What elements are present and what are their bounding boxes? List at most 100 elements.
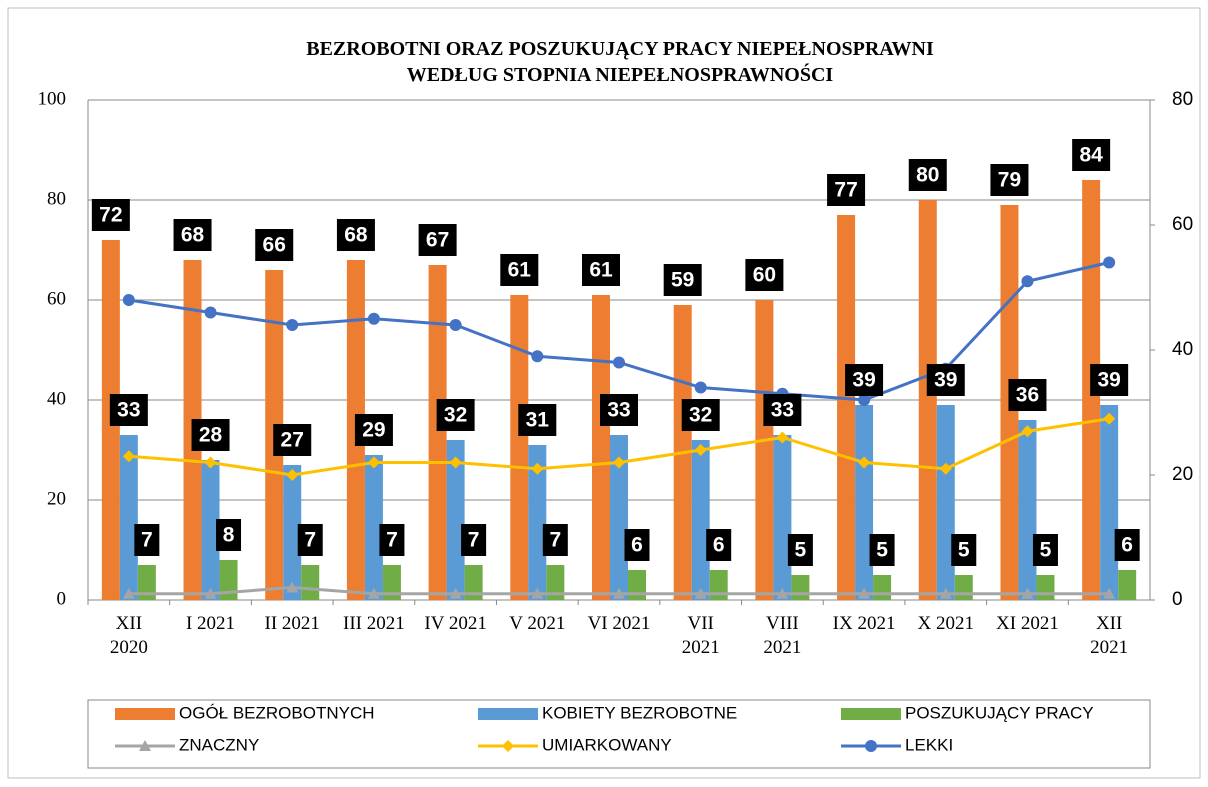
- bar: [219, 560, 238, 600]
- marker: [367, 587, 380, 599]
- bar: [628, 570, 646, 600]
- marker: [1103, 256, 1116, 269]
- bar: [1118, 570, 1137, 600]
- data-label: 5: [958, 539, 970, 562]
- legend-swatch: [841, 708, 901, 720]
- bar: [137, 565, 156, 600]
- legend-label: UMIARKOWANY: [542, 735, 672, 754]
- data-label-box: [255, 229, 294, 261]
- data-label-box: [624, 529, 650, 561]
- data-label: 32: [444, 404, 467, 427]
- data-label-box: [173, 219, 212, 251]
- x-tick-label: XI 2021: [996, 613, 1059, 634]
- marker: [613, 456, 625, 469]
- marker: [1021, 425, 1034, 438]
- data-label-box: [663, 264, 702, 296]
- data-label: 33: [771, 399, 794, 422]
- y2-tick-label: 20: [1172, 464, 1193, 485]
- bar: [382, 565, 401, 600]
- data-label: 6: [713, 534, 725, 557]
- data-label-box: [273, 424, 312, 456]
- data-label: 7: [141, 529, 153, 552]
- marker: [367, 312, 380, 325]
- line-series: [122, 581, 1116, 599]
- x-tick-label: IV 2021: [424, 613, 487, 634]
- data-label: 7: [386, 529, 398, 552]
- bar: [301, 565, 320, 600]
- marker: [939, 587, 952, 599]
- data-label-box: [908, 159, 947, 191]
- y-tick-label: 40: [47, 388, 66, 409]
- data-label-box: [191, 419, 230, 451]
- marker: [502, 740, 514, 752]
- legend-label: ZNACZNY: [179, 735, 259, 754]
- y2-tick-label: 80: [1172, 89, 1193, 110]
- marker: [286, 581, 299, 593]
- data-label-box: [990, 164, 1029, 196]
- data-label-box: [518, 404, 557, 436]
- x-tick-label: VII 2021: [681, 613, 720, 658]
- data-label-box: [418, 224, 457, 256]
- chart-title: BEZROBOTNI ORAZ POSZUKUJĄCY PRACY NIEPEŁ…: [306, 38, 934, 86]
- y2-tick-label: 40: [1172, 339, 1193, 360]
- legend-swatch: [478, 708, 538, 720]
- data-label: 28: [199, 424, 223, 447]
- data-label: 36: [1016, 384, 1039, 407]
- marker: [858, 587, 871, 599]
- line-series: [122, 412, 1116, 481]
- x-tick-label: I 2021: [185, 613, 236, 634]
- bar: [546, 565, 565, 600]
- bar: [1018, 420, 1037, 600]
- marker: [858, 456, 871, 469]
- marker: [1021, 587, 1034, 599]
- data-label-box: [1008, 379, 1047, 411]
- marker: [449, 587, 462, 599]
- bar: [592, 295, 610, 600]
- marker: [122, 587, 135, 599]
- bar: [446, 440, 465, 600]
- marker: [204, 306, 217, 319]
- marker: [449, 319, 462, 331]
- data-label-box: [542, 524, 568, 556]
- x-tick-label: X 2021: [917, 613, 974, 634]
- data-label: 27: [281, 429, 304, 452]
- data-label: 66: [263, 234, 286, 257]
- data-label-box: [763, 394, 802, 426]
- x-tick-label: VI 2021: [587, 613, 651, 634]
- bar: [837, 215, 856, 600]
- data-label: 6: [631, 534, 643, 557]
- bar: [709, 570, 728, 600]
- legend-swatch: [115, 708, 175, 720]
- x-tick-label: IX 2021: [832, 613, 896, 634]
- marker: [694, 444, 707, 456]
- y-tick-label: 60: [47, 288, 66, 309]
- data-label: 61: [508, 259, 532, 282]
- marker: [286, 319, 299, 331]
- y-tick-label: 20: [47, 488, 66, 509]
- y2-tick-label: 60: [1172, 214, 1193, 235]
- marker: [939, 462, 952, 475]
- marker: [139, 740, 151, 751]
- data-label: 29: [362, 419, 385, 442]
- marker: [1021, 275, 1034, 288]
- data-label-box: [787, 534, 813, 566]
- data-label-box: [436, 399, 475, 431]
- data-label: 79: [998, 169, 1021, 192]
- bar: [936, 405, 955, 600]
- marker: [694, 381, 707, 394]
- data-label: 77: [834, 179, 857, 202]
- legend-label: KOBIETY BEZROBOTNE: [542, 703, 737, 722]
- data-label-box: [379, 524, 405, 556]
- data-label: 84: [1079, 144, 1103, 167]
- data-label-box: [134, 524, 160, 556]
- bar: [918, 200, 937, 600]
- marker: [204, 587, 217, 599]
- data-label: 68: [181, 224, 205, 247]
- marker: [694, 587, 707, 599]
- data-label: 68: [344, 224, 368, 247]
- bar: [755, 300, 774, 600]
- marker: [449, 456, 462, 469]
- bar: [855, 405, 874, 600]
- marker: [204, 456, 217, 469]
